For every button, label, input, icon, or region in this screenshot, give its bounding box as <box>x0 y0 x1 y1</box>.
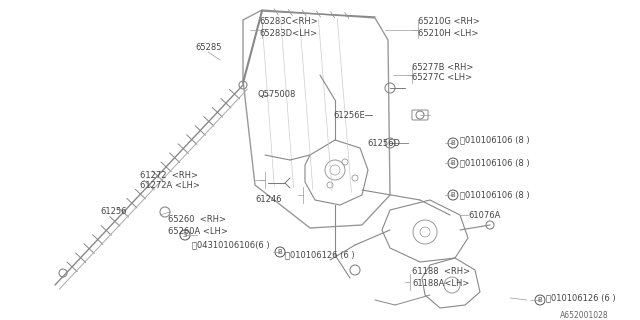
Text: 65285: 65285 <box>195 43 221 52</box>
Text: 61188  <RH>: 61188 <RH> <box>412 268 470 276</box>
Text: 65260  <RH>: 65260 <RH> <box>168 215 226 225</box>
Text: 61076A: 61076A <box>468 211 500 220</box>
Text: 65277C <LH>: 65277C <LH> <box>412 74 472 83</box>
Text: 65277B <RH>: 65277B <RH> <box>412 62 474 71</box>
Text: S: S <box>183 232 187 238</box>
Text: Ⓑ010106106 (8 ): Ⓑ010106106 (8 ) <box>460 135 530 145</box>
Text: B: B <box>451 160 456 166</box>
Text: B: B <box>451 192 456 198</box>
Text: 61256D: 61256D <box>367 139 400 148</box>
Text: 61188A<LH>: 61188A<LH> <box>412 278 469 287</box>
Text: Ⓑ010106126 (6 ): Ⓑ010106126 (6 ) <box>285 251 355 260</box>
Text: 61256: 61256 <box>100 207 127 217</box>
Text: B: B <box>278 249 282 255</box>
Text: A652001028: A652001028 <box>560 310 609 319</box>
Text: 61272A <LH>: 61272A <LH> <box>140 181 200 190</box>
Text: 65210G <RH>: 65210G <RH> <box>418 18 480 27</box>
Text: B: B <box>538 297 542 303</box>
Text: Ⓑ010106106 (8 ): Ⓑ010106106 (8 ) <box>460 158 530 167</box>
Text: Q575008: Q575008 <box>258 91 296 100</box>
Text: 61272  <RH>: 61272 <RH> <box>140 171 198 180</box>
Text: 65260A <LH>: 65260A <LH> <box>168 227 228 236</box>
Text: 61246: 61246 <box>255 196 282 204</box>
Text: Ⓑ010106126 (6 ): Ⓑ010106126 (6 ) <box>546 293 616 302</box>
Text: B: B <box>451 140 456 146</box>
Text: 65283D<LH>: 65283D<LH> <box>259 28 317 37</box>
Text: 65210H <LH>: 65210H <LH> <box>418 28 478 37</box>
Text: 61256E—: 61256E— <box>333 110 373 119</box>
Text: Ⓑ010106106 (8 ): Ⓑ010106106 (8 ) <box>460 190 530 199</box>
Text: 65283C<RH>: 65283C<RH> <box>259 18 317 27</box>
Text: Ⓣ04310106106(6 ): Ⓣ04310106106(6 ) <box>192 241 269 250</box>
